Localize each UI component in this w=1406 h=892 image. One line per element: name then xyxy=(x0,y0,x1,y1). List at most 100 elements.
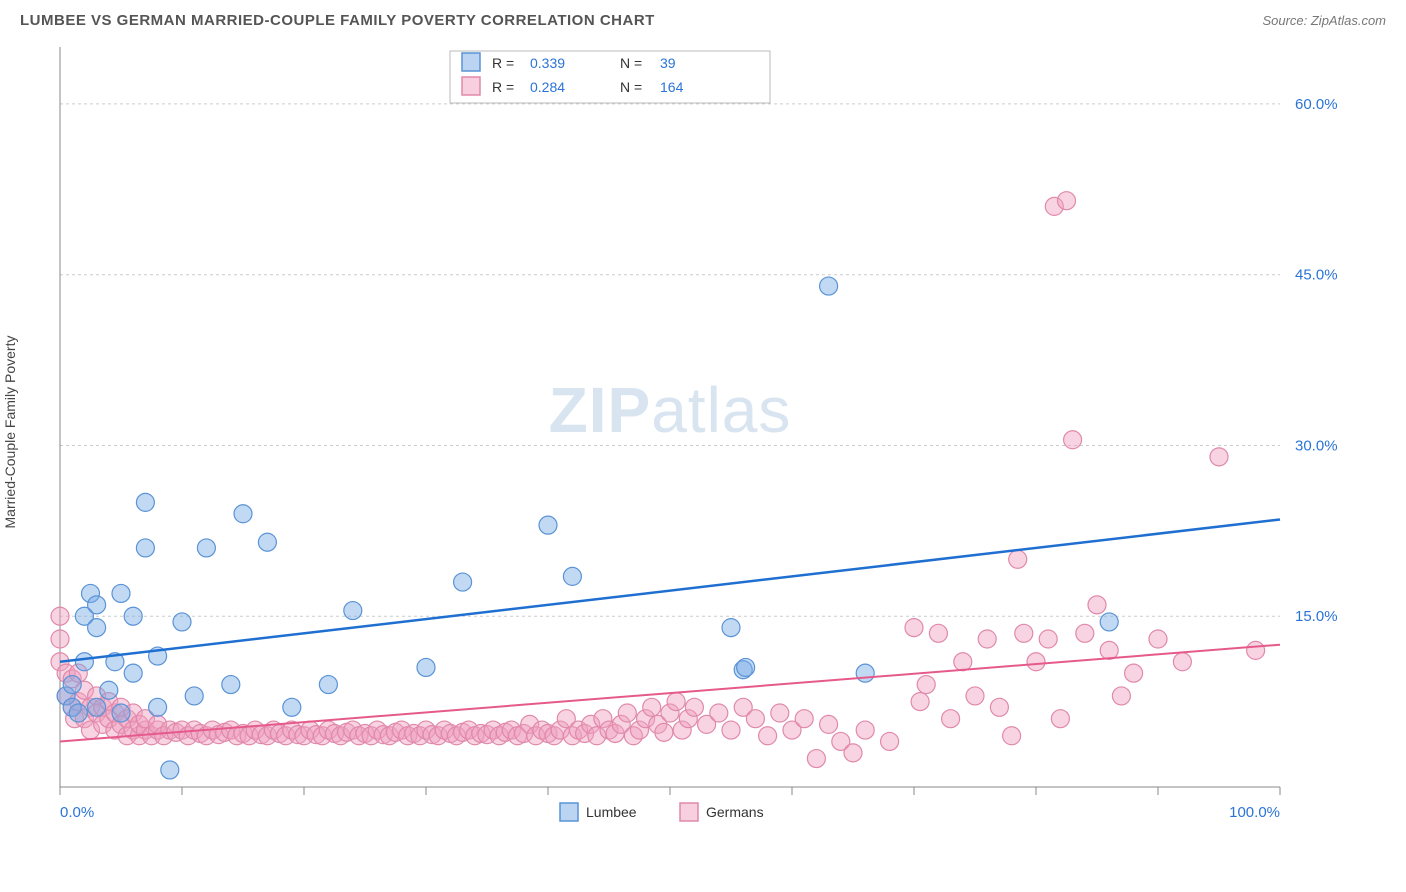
data-point xyxy=(1100,613,1118,631)
data-point xyxy=(112,584,130,602)
data-point xyxy=(759,727,777,745)
blue-swatch-icon xyxy=(462,53,480,71)
data-point xyxy=(149,698,167,716)
y-tick-label: 15.0% xyxy=(1295,608,1338,625)
data-point xyxy=(1015,624,1033,642)
data-point xyxy=(1100,641,1118,659)
data-point xyxy=(856,721,874,739)
correlation-scatter-chart: 15.0% 30.0% 45.0% 60.0% 0.0% 100.0% ZIPatlas R … xyxy=(20,37,1350,827)
data-point xyxy=(1039,630,1057,648)
data-point xyxy=(88,596,106,614)
data-point xyxy=(618,704,636,722)
data-point xyxy=(1076,624,1094,642)
data-point xyxy=(844,744,862,762)
data-point xyxy=(911,693,929,711)
source-attribution: Source: ZipAtlas.com xyxy=(1262,13,1386,28)
chart-title: LUMBEE VS GERMAN MARRIED-COUPLE FAMILY P… xyxy=(20,12,655,29)
data-point xyxy=(417,658,435,676)
data-point xyxy=(1173,653,1191,671)
data-point xyxy=(222,676,240,694)
data-point xyxy=(710,704,728,722)
data-point xyxy=(197,539,215,557)
data-point xyxy=(722,619,740,637)
data-point xyxy=(1149,630,1167,648)
data-point xyxy=(1051,710,1069,728)
data-point xyxy=(1009,550,1027,568)
data-point xyxy=(737,658,755,676)
data-point xyxy=(1088,596,1106,614)
data-point xyxy=(978,630,996,648)
data-point xyxy=(539,516,557,534)
data-point xyxy=(1247,641,1265,659)
pink-swatch-icon xyxy=(462,77,480,95)
blue-swatch-icon xyxy=(560,803,578,821)
data-point xyxy=(917,676,935,694)
data-point xyxy=(881,732,899,750)
data-point xyxy=(88,619,106,637)
data-point xyxy=(258,533,276,551)
data-point xyxy=(685,698,703,716)
legend-n-value: 164 xyxy=(660,79,684,95)
data-point xyxy=(75,653,93,671)
legend-r-label: R = xyxy=(492,55,514,71)
y-tick-label: 45.0% xyxy=(1295,267,1338,284)
data-point xyxy=(820,277,838,295)
data-point xyxy=(990,698,1008,716)
data-point xyxy=(1064,431,1082,449)
data-point xyxy=(856,664,874,682)
data-point xyxy=(319,676,337,694)
legend-series-label: Germans xyxy=(706,804,764,820)
legend-n-value: 39 xyxy=(660,55,676,71)
data-point xyxy=(173,613,191,631)
data-point xyxy=(795,710,813,728)
data-point xyxy=(746,710,764,728)
data-point xyxy=(1125,664,1143,682)
legend-r-value: 0.284 xyxy=(530,79,565,95)
data-point xyxy=(69,704,87,722)
data-point xyxy=(124,664,142,682)
data-point xyxy=(942,710,960,728)
data-point xyxy=(454,573,472,591)
data-point xyxy=(820,715,838,733)
legend-series-label: Lumbee xyxy=(586,804,637,820)
data-point xyxy=(88,698,106,716)
data-point xyxy=(667,693,685,711)
data-point xyxy=(807,750,825,768)
data-point xyxy=(643,698,661,716)
data-point xyxy=(954,653,972,671)
y-axis-label: Married-Couple Family Poverty xyxy=(2,336,18,529)
pink-swatch-icon xyxy=(680,803,698,821)
data-point xyxy=(771,704,789,722)
data-point xyxy=(905,619,923,637)
data-point xyxy=(234,505,252,523)
legend-n-label: N = xyxy=(620,55,642,71)
data-point xyxy=(1027,653,1045,671)
data-point xyxy=(563,567,581,585)
x-tick-label: 100.0% xyxy=(1229,804,1280,821)
data-point xyxy=(1003,727,1021,745)
data-point xyxy=(51,630,69,648)
y-tick-label: 60.0% xyxy=(1295,96,1338,113)
data-point xyxy=(344,602,362,620)
data-point xyxy=(1112,687,1130,705)
data-point xyxy=(100,681,118,699)
data-point xyxy=(185,687,203,705)
data-point xyxy=(51,607,69,625)
legend-r-value: 0.339 xyxy=(530,55,565,71)
data-point xyxy=(1210,448,1228,466)
data-point xyxy=(966,687,984,705)
x-tick-label: 0.0% xyxy=(60,804,94,821)
legend-n-label: N = xyxy=(620,79,642,95)
data-point xyxy=(929,624,947,642)
data-point xyxy=(722,721,740,739)
data-point xyxy=(124,607,142,625)
data-point xyxy=(112,704,130,722)
y-tick-label: 30.0% xyxy=(1295,437,1338,454)
data-point xyxy=(161,761,179,779)
watermark: ZIPatlas xyxy=(549,374,792,446)
data-point xyxy=(655,723,673,741)
data-point xyxy=(283,698,301,716)
trend-line xyxy=(60,519,1280,661)
data-point xyxy=(136,493,154,511)
legend-r-label: R = xyxy=(492,79,514,95)
